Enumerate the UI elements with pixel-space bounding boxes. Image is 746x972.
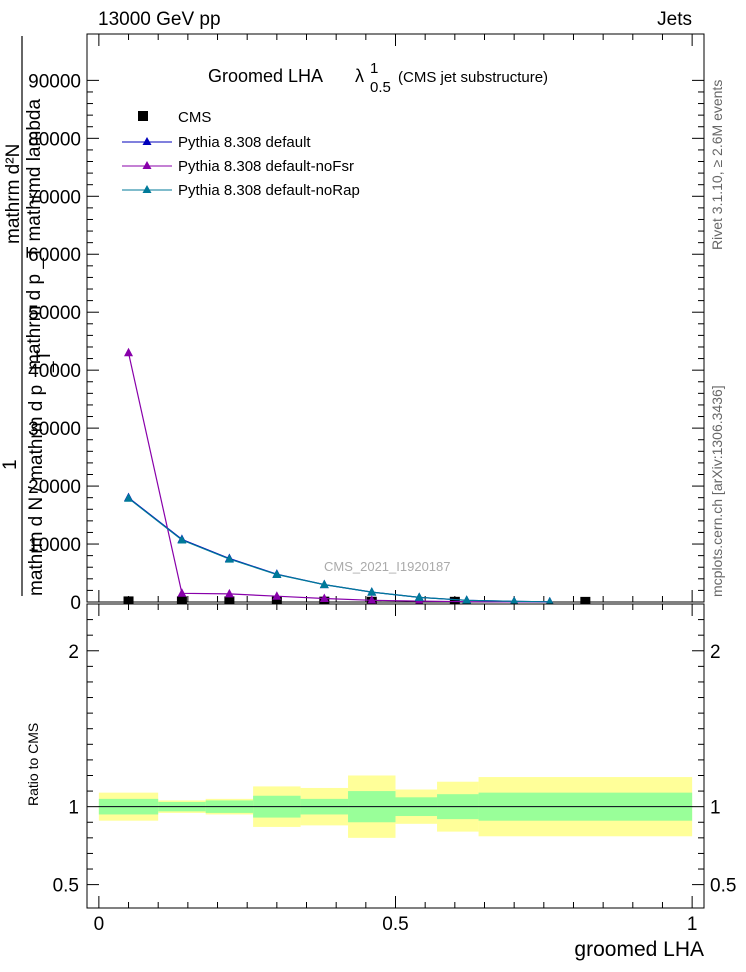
plot-title: Groomed LHA λ 1 0.5 (CMS jet substructur…	[208, 60, 548, 96]
legend-cms-label: CMS	[178, 109, 211, 126]
y-label-upper-sub: mathrm d p _T mathrmd lambda	[24, 99, 45, 370]
y-axis-label: 1 mathrm d²N mathrm d p _T mathrmd lambd…	[0, 36, 55, 596]
main-ytick-label: 60000	[28, 245, 81, 266]
main-ytick-label: 30000	[28, 419, 81, 440]
title-lambda: λ	[355, 66, 364, 86]
y-label-lower-sub: _T	[34, 349, 55, 373]
point-pythia-8-308-default-norap	[224, 554, 234, 563]
title-sub: 0.5	[370, 79, 391, 96]
point-cms	[123, 596, 134, 607]
point-pythia-8-308-default-nofsr	[367, 595, 377, 604]
legend-default-marker	[142, 137, 152, 145]
point-pythia-8-308-default-nofsr	[177, 588, 187, 597]
analysis-watermark: CMS_2021_I1920187	[324, 559, 451, 574]
line-pythia-8-308-default-nofsr	[127, 352, 550, 603]
main-ytick-label: 20000	[28, 477, 81, 498]
ratio-ytick-label: 2	[68, 642, 79, 663]
point-cms	[224, 596, 235, 607]
ratio-xtick-label: 0	[94, 914, 105, 935]
legend-cms-marker	[138, 111, 148, 121]
point-pythia-8-308-default-nofsr	[319, 593, 329, 603]
point-pythia-8-308-default-norap	[509, 596, 519, 605]
ratio-panel: 0.5 0.5 1 1 2 2 0 0.5 1	[53, 603, 736, 935]
main-frame	[86, 33, 705, 603]
main-ytick-label: 40000	[28, 361, 81, 382]
legend-norap-label: Pythia 8.308 default-noRap	[178, 182, 360, 199]
point-pythia-8-308-default-norap	[367, 587, 377, 596]
legend-nofsr-marker	[142, 161, 152, 169]
point-cms	[271, 596, 282, 607]
legend-nofsr-label: Pythia 8.308 default-noFsr	[178, 158, 354, 175]
line-pythia-8-308-default-norap	[128, 497, 550, 603]
header-jets: Jets	[657, 9, 692, 30]
ratio-frame	[86, 603, 705, 909]
ratio-axis-label: Ratio to CMS	[25, 723, 41, 806]
y-label-lower: mathrm d N / mathrm d p	[26, 385, 47, 596]
legend: CMS Pythia 8.308 default Pythia 8.308 de…	[122, 109, 360, 199]
title-extra: (CMS jet substructure)	[398, 69, 548, 86]
y-label-upper: mathrm d²N	[3, 144, 24, 244]
main-ytick-label: 90000	[28, 71, 81, 92]
point-pythia-8-308-default-norap	[414, 592, 424, 601]
point-pythia-8-308-default-nofsr	[224, 588, 234, 598]
point-cms	[176, 596, 187, 607]
ratio-ytick-label-right: 0.5	[710, 876, 736, 897]
ratio-ytick-label-right: 1	[710, 798, 721, 819]
main-ytick-label: 80000	[28, 129, 81, 150]
ratio-xtick-label: 0.5	[382, 914, 408, 935]
main-ytick-label: 10000	[28, 535, 81, 556]
point-pythia-8-308-default-nofsr	[124, 347, 134, 357]
title-main: Groomed LHA	[208, 66, 323, 86]
point-cms	[580, 596, 591, 607]
point-pythia-8-308-default-norap	[545, 596, 555, 606]
legend-default-label: Pythia 8.308 default	[178, 134, 311, 151]
title-sup: 1	[370, 60, 378, 77]
point-pythia-8-308-default-norap	[177, 534, 187, 544]
point-pythia-8-308-default-norap	[462, 595, 472, 604]
x-axis-label: groomed LHA	[574, 938, 704, 961]
ratio-ytick-label-right: 2	[710, 642, 721, 663]
point-pythia-8-308-default-norap	[319, 579, 329, 589]
side-rivet-label: Rivet 3.1.10, ≥ 2.6M events	[709, 80, 725, 250]
main-ytick-label: 70000	[28, 187, 81, 208]
point-pythia-8-308-default-norap	[272, 569, 282, 578]
legend-norap-marker	[142, 185, 152, 193]
point-pythia-8-308-default-nofsr	[272, 591, 282, 600]
main-ytick-label: 0	[70, 593, 81, 614]
header-energy: 13000 GeV pp	[98, 9, 221, 30]
ratio-ytick-label: 1	[68, 798, 79, 819]
ratio-ytick-label: 0.5	[53, 876, 79, 897]
ratio-xtick-label: 1	[687, 914, 698, 935]
point-pythia-8-308-default-norap	[124, 493, 134, 502]
y-label-frac-num: 1	[0, 459, 21, 470]
main-panel: 0 10000 20000 30000 40000 50000 60000 70000 8000…	[28, 33, 705, 614]
side-mcplots-label: mcplots.cern.ch [arXiv:1306.3436]	[709, 385, 725, 597]
main-ytick-label: 50000	[28, 303, 81, 324]
